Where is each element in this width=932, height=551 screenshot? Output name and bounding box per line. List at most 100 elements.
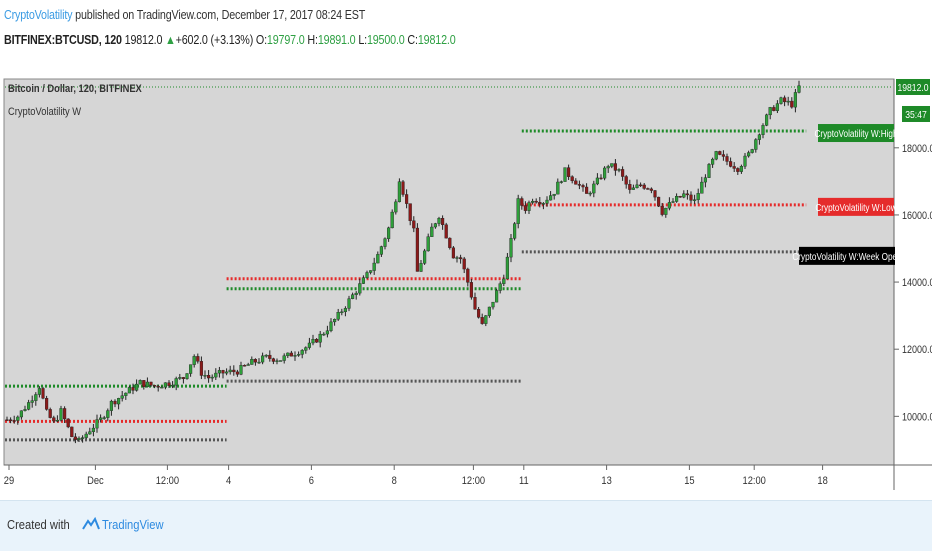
candle [340, 308, 344, 316]
candle [300, 349, 304, 359]
candle [646, 187, 650, 190]
candle [631, 184, 635, 190]
x-tick-label: 12:00 [462, 475, 486, 487]
candle [95, 414, 99, 433]
candle [160, 386, 164, 389]
open-value: 19797.0 [266, 33, 305, 47]
level-label-box [799, 246, 895, 265]
author-link[interactable]: CryptoVolatility [4, 8, 73, 22]
candle [297, 351, 301, 357]
last-price-label: 19812.0 [897, 82, 928, 94]
candle [242, 364, 247, 367]
candle [538, 197, 542, 208]
y-axis: 10000.0 12000.0 14000.0 16000.0 18000.0 [894, 143, 932, 424]
price-chart[interactable]: 10000.0 12000.0 14000.0 16000.0 18000.0 29 De… [0, 0, 932, 500]
candle [592, 180, 596, 198]
ticker-line: BITFINEX:BTCUSD, 120 19812.0 ▲+602.0 (+3… [4, 33, 456, 47]
candle [588, 191, 592, 197]
candle [343, 306, 347, 317]
candle [664, 207, 668, 218]
candle [599, 174, 603, 180]
change: +602.0 (+3.13%) [175, 33, 254, 47]
candle [279, 360, 283, 362]
y-tick-label: 16000.0 [902, 210, 932, 222]
candle [610, 163, 614, 169]
candle [459, 254, 463, 264]
candle [495, 288, 499, 303]
candle [531, 198, 535, 205]
candle [307, 337, 311, 350]
candle [498, 281, 502, 294]
x-tick-label: 12:00 [743, 475, 767, 487]
level-label: CryptoVolatility W:Week Open [792, 250, 901, 262]
tradingview-logo-icon[interactable] [82, 517, 100, 531]
candle [405, 189, 409, 209]
candle [185, 373, 189, 380]
candle [775, 100, 779, 114]
candle [628, 179, 632, 194]
candle [257, 358, 261, 364]
candle [574, 178, 578, 185]
x-tick-label: 18 [817, 475, 828, 487]
candle [401, 180, 405, 197]
candle [790, 97, 794, 109]
candle [448, 237, 452, 250]
symbol: BITFINEX:BTCUSD, 120 [4, 33, 122, 47]
candle [523, 201, 527, 214]
candle [142, 380, 146, 390]
candle [322, 332, 326, 336]
high-value: 19891.0 [317, 33, 356, 47]
candle [55, 415, 59, 423]
candle [419, 260, 423, 272]
x-tick-label: Dec [87, 475, 104, 487]
candle [739, 164, 743, 174]
candle [768, 106, 772, 120]
candle [351, 292, 355, 300]
candle [570, 175, 574, 184]
candle [505, 252, 509, 280]
candle [228, 365, 232, 375]
candle [765, 113, 769, 127]
candle [516, 194, 520, 229]
candle [653, 189, 657, 201]
tradingview-link[interactable]: TradingView [102, 517, 164, 532]
candle [311, 334, 315, 346]
candle [693, 194, 697, 205]
candle [170, 381, 175, 389]
candle [675, 193, 679, 203]
candle [657, 196, 661, 208]
candle [703, 174, 707, 188]
candle [437, 216, 441, 227]
candle [109, 399, 113, 416]
candle [336, 308, 340, 321]
candle [221, 369, 225, 379]
created-with-text: Created with [7, 517, 70, 532]
candle [206, 370, 211, 383]
candle [682, 190, 686, 199]
price-axis[interactable] [894, 79, 932, 465]
candle [318, 330, 322, 348]
y-tick-label: 12000.0 [902, 344, 932, 356]
candle [527, 200, 531, 215]
candle [649, 187, 653, 194]
candle [113, 399, 117, 408]
plot-area[interactable] [3, 78, 895, 466]
candle [750, 148, 754, 154]
candle [372, 257, 376, 275]
candle [563, 167, 567, 182]
candle [120, 390, 124, 402]
candle [473, 292, 477, 310]
candle [732, 162, 736, 173]
candle [333, 318, 337, 326]
candle [660, 202, 664, 217]
candle [19, 410, 23, 420]
candle [73, 433, 77, 444]
published-text: published on TradingView.com, December 1… [75, 8, 366, 22]
candle [408, 203, 412, 226]
candle [725, 153, 729, 166]
candle [441, 215, 445, 230]
countdown-label: 35:47 [905, 109, 927, 121]
candle [181, 376, 185, 384]
candle [469, 279, 473, 300]
chart-title: Bitcoin / Dollar, 120, BITFINEX [8, 83, 142, 95]
